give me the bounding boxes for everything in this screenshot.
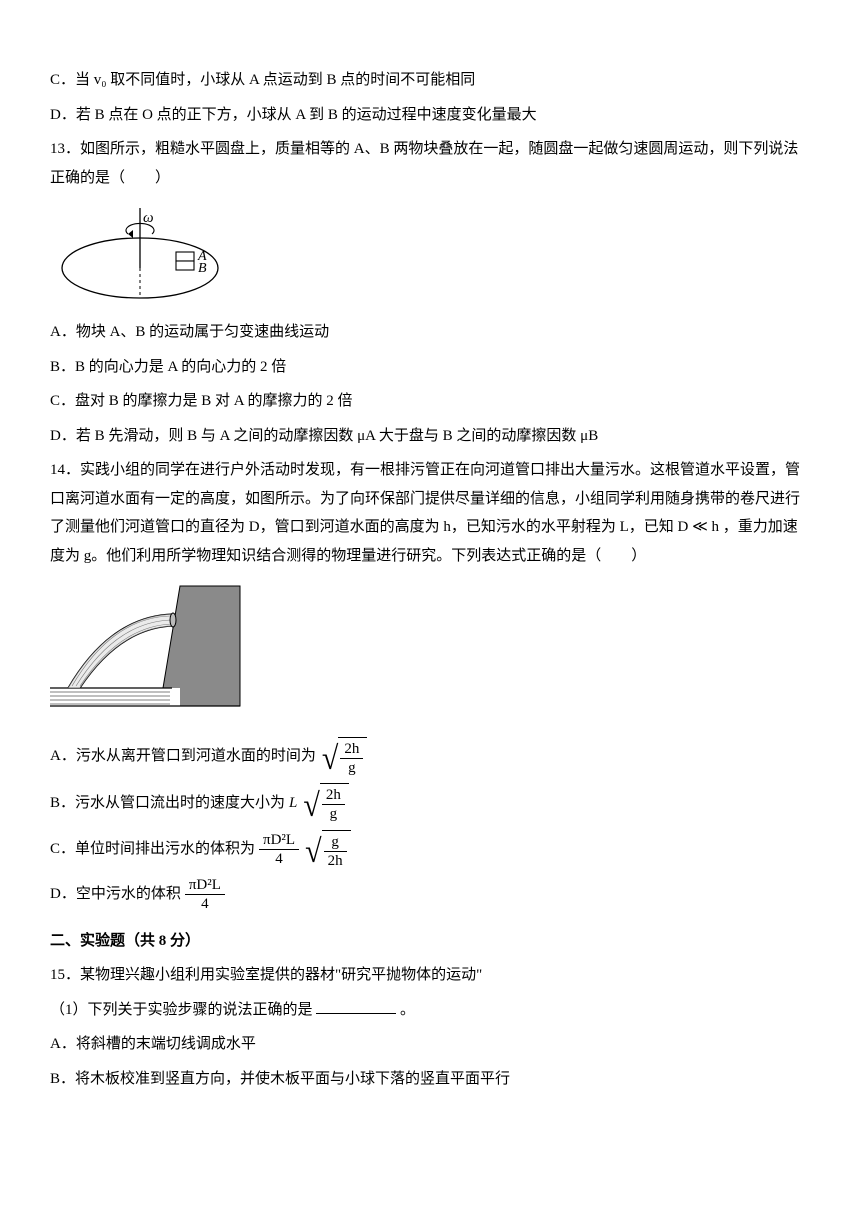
- sqrt-icon: √ 2hg: [303, 783, 348, 824]
- sqrt-icon: √ 2hg: [322, 736, 367, 777]
- q14-d-fden: 4: [185, 895, 225, 913]
- q15-sub1-text: （1）下列关于实验步骤的说法正确的是: [50, 1002, 313, 1018]
- svg-text:B: B: [198, 261, 207, 276]
- q14-c-prefix: C．单位时间排出污水的体积为: [50, 835, 255, 864]
- q13-a-text: A．物块 A、B 的运动属于匀变速曲线运动: [50, 324, 329, 340]
- q14-b-den: g: [322, 805, 345, 823]
- q15-a-text: A．将斜槽的末端切线调成水平: [50, 1036, 256, 1052]
- q15-sub1: （1）下列关于实验步骤的说法正确的是 。: [50, 996, 810, 1025]
- q13-c-text: C．盘对 B 的摩擦力是 B 对 A 的摩擦力的 2 倍: [50, 393, 353, 409]
- q14-option-d: D．空中污水的体积 πD²L 4: [50, 876, 810, 913]
- q13-stem: 13．如图所示，粗糙水平圆盘上，质量相等的 A、B 两物块叠放在一起，随圆盘一起…: [50, 135, 810, 192]
- q14-c-fden: 4: [259, 850, 299, 868]
- q13-stem-text: 13．如图所示，粗糙水平圆盘上，质量相等的 A、B 两物块叠放在一起，随圆盘一起…: [50, 141, 798, 186]
- q14-b-prefix: B．污水从管口流出时的速度大小为: [50, 789, 285, 818]
- q14-d-fnum: πD²L: [185, 876, 225, 895]
- q14-option-c: C．单位时间排出污水的体积为 πD²L 4 √ g2h: [50, 829, 810, 870]
- q14-figure: [50, 576, 270, 726]
- q12-option-c-text: C．当 v₀ 取不同值时，小球从 A 点运动到 B 点的时间不可能相同: [50, 72, 475, 88]
- q14-b-lead: L: [289, 789, 297, 818]
- section-2-title-text: 二、实验题（共 8 分）: [50, 933, 200, 949]
- q14-a-prefix: A．污水从离开管口到河道水面的时间为: [50, 742, 316, 771]
- q14-option-b: B．污水从管口流出时的速度大小为 L √ 2hg: [50, 783, 810, 824]
- q13-d-text: D．若 B 先滑动，则 B 与 A 之间的动摩擦因数 μA 大于盘与 B 之间的…: [50, 428, 598, 444]
- q14-a-den: g: [340, 759, 363, 777]
- q14-a-num: 2h: [340, 740, 363, 759]
- q15-sub1-suffix: 。: [400, 1002, 415, 1018]
- q14-stem: 14．实践小组的同学在进行户外活动时发现，有一根排污管正在向河道管口排出大量污水…: [50, 456, 810, 570]
- q13-figure: ω A B: [50, 198, 250, 308]
- q12-option-c: C．当 v₀ 取不同值时，小球从 A 点运动到 B 点的时间不可能相同: [50, 66, 810, 95]
- q13-b-text: B．B 的向心力是 A 的向心力的 2 倍: [50, 359, 286, 375]
- q12-option-d-text: D．若 B 点在 O 点的正下方，小球从 A 到 B 的运动过程中速度变化量最大: [50, 107, 537, 123]
- q13-option-d: D．若 B 先滑动，则 B 与 A 之间的动摩擦因数 μA 大于盘与 B 之间的…: [50, 422, 810, 451]
- q15-stem: 15．某物理兴趣小组利用实验室提供的器材"研究平抛物体的运动": [50, 961, 810, 990]
- q14-c-fnum: πD²L: [259, 831, 299, 850]
- q14-d-prefix: D．空中污水的体积: [50, 880, 181, 909]
- q15-stem-text: 15．某物理兴趣小组利用实验室提供的器材"研究平抛物体的运动": [50, 967, 482, 983]
- q14-d-frac: πD²L 4: [185, 876, 225, 913]
- q12-option-d: D．若 B 点在 O 点的正下方，小球从 A 到 B 的运动过程中速度变化量最大: [50, 101, 810, 130]
- q13-option-a: A．物块 A、B 的运动属于匀变速曲线运动: [50, 318, 810, 347]
- sqrt-icon: √ g2h: [305, 829, 350, 870]
- svg-text:ω: ω: [143, 210, 154, 226]
- q15-b-text: B．将木板校准到竖直方向，并使木板平面与小球下落的竖直平面平行: [50, 1071, 510, 1087]
- q13-option-b: B．B 的向心力是 A 的向心力的 2 倍: [50, 353, 810, 382]
- q14-option-a: A．污水从离开管口到河道水面的时间为 √ 2hg: [50, 736, 810, 777]
- q15-option-a: A．将斜槽的末端切线调成水平: [50, 1030, 810, 1059]
- q14-c-rnum: g: [324, 833, 347, 852]
- q14-c-frac: πD²L 4: [259, 831, 299, 868]
- q13-option-c: C．盘对 B 的摩擦力是 B 对 A 的摩擦力的 2 倍: [50, 387, 810, 416]
- q14-c-rden: 2h: [324, 852, 347, 870]
- q15-option-b: B．将木板校准到竖直方向，并使木板平面与小球下落的竖直平面平行: [50, 1065, 810, 1094]
- blank-field[interactable]: [316, 998, 396, 1014]
- section-2-title: 二、实验题（共 8 分）: [50, 927, 810, 956]
- q14-stem-text: 14．实践小组的同学在进行户外活动时发现，有一根排污管正在向河道管口排出大量污水…: [50, 462, 800, 564]
- q14-b-num: 2h: [322, 786, 345, 805]
